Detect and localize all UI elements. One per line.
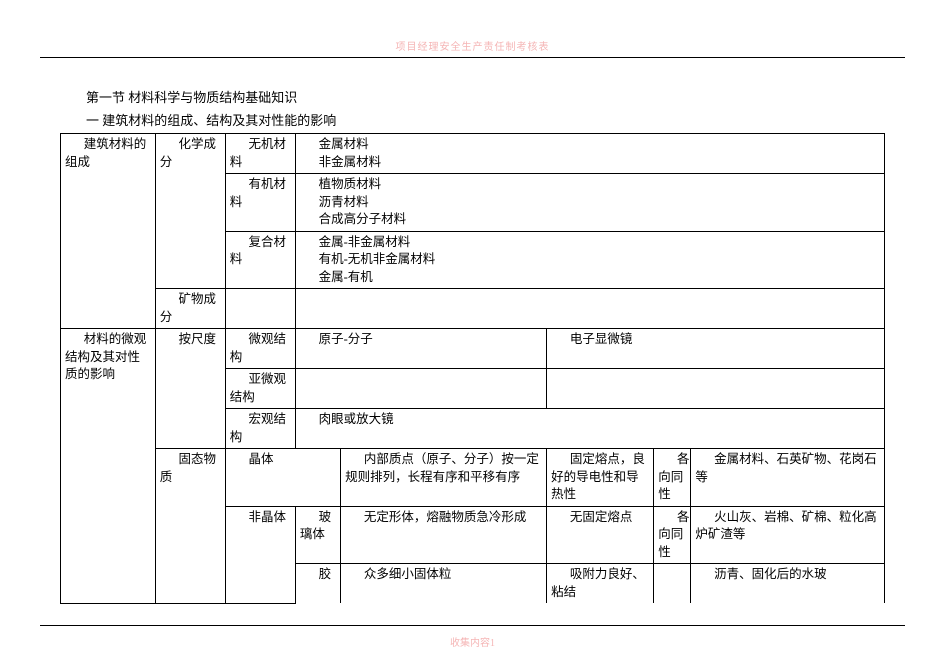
cell: 有机材料 xyxy=(225,174,295,232)
cell: 矿物成分 xyxy=(155,289,225,329)
cell: 各向同性 xyxy=(654,506,691,564)
cell: 无机材料 xyxy=(225,134,295,174)
cell: 非晶体 xyxy=(225,506,295,603)
cell: 建筑材料的组成 xyxy=(61,134,156,329)
cell xyxy=(654,564,691,604)
cell: 沥青、固化后的水玻 xyxy=(691,564,885,604)
cell: 玻璃体 xyxy=(295,506,340,564)
cell: 复合材料 xyxy=(225,231,295,289)
cell: 各向同性 xyxy=(654,449,691,507)
cell: 按尺度 xyxy=(155,329,225,449)
cell: 材料的微观结构及其对性质的影响 xyxy=(61,329,156,604)
cell xyxy=(295,369,546,409)
footer-label: 收集内容 xyxy=(450,638,490,649)
table-row: 建筑材料的组成 化学成分 无机材料 金属材料 非金属材料 xyxy=(61,134,885,174)
cell: 胶 xyxy=(295,564,340,604)
cell: 金属材料、石英矿物、花岗石等 xyxy=(691,449,885,507)
page-footer: 收集内容1 xyxy=(0,625,945,652)
cell: 火山灰、岩棉、矿棉、粒化高炉矿渣等 xyxy=(691,506,885,564)
cell: 固定熔点，良好的导电性和导热性 xyxy=(547,449,654,507)
cell: 晶体 xyxy=(225,449,340,507)
cell: 众多细小固体粒 xyxy=(341,564,547,604)
page-header-watermark: 项目经理安全生产责任制考核表 xyxy=(60,40,885,55)
section-title: 第一节 材料科学与物质结构基础知识 xyxy=(60,88,885,108)
cell: 金属-非金属材料 有机-无机非金属材料 金属-有机 xyxy=(295,231,884,289)
page-number: 1 xyxy=(490,638,495,649)
cell: 电子显微镜 xyxy=(547,329,885,369)
table-row: 矿物成分 xyxy=(61,289,885,329)
cell: 原子-分子 xyxy=(295,329,546,369)
cell xyxy=(547,369,885,409)
cell: 亚微观结构 xyxy=(225,369,295,409)
cell: 宏观结构 xyxy=(225,409,295,449)
table-row: 固态物质 晶体 内部质点（原子、分子）按一定规则排列，长程有序和平移有序 固定熔… xyxy=(61,449,885,507)
cell: 化学成分 xyxy=(155,134,225,289)
cell: 无固定熔点 xyxy=(547,506,654,564)
cell: 金属材料 非金属材料 xyxy=(295,134,884,174)
footer-rule xyxy=(40,625,905,626)
cell: 无定形体，熔融物质急冷形成 xyxy=(341,506,547,564)
top-rule xyxy=(40,57,905,58)
cell xyxy=(295,289,884,329)
cell: 微观结构 xyxy=(225,329,295,369)
subsection-title: 一 建筑材料的组成、结构及其对性能的影响 xyxy=(60,111,885,131)
content-table: 建筑材料的组成 化学成分 无机材料 金属材料 非金属材料 有机材料 植物质材料 … xyxy=(60,133,885,604)
cell: 固态物质 xyxy=(155,449,225,604)
cell: 吸附力良好、粘结 xyxy=(547,564,654,604)
table-row: 材料的微观结构及其对性质的影响 按尺度 微观结构 原子-分子 电子显微镜 xyxy=(61,329,885,369)
cell: 植物质材料 沥青材料 合成高分子材料 xyxy=(295,174,884,232)
cell: 肉眼或放大镜 xyxy=(295,409,884,449)
cell: 内部质点（原子、分子）按一定规则排列，长程有序和平移有序 xyxy=(341,449,547,507)
cell xyxy=(225,289,295,329)
